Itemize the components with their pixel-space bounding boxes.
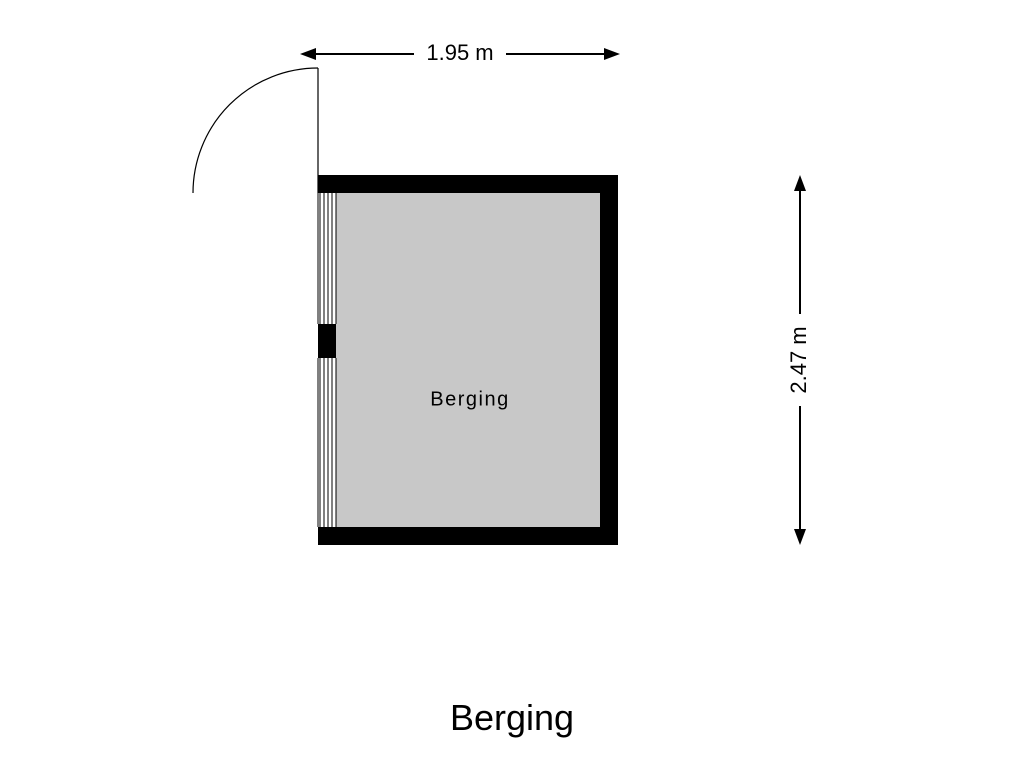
wall-right xyxy=(600,175,618,545)
room-label: Berging xyxy=(430,388,509,410)
door-panel xyxy=(318,193,336,324)
wall-left-segment-0 xyxy=(318,175,336,193)
window-panel xyxy=(318,358,336,527)
floorplan-title: Berging xyxy=(450,697,574,738)
room-floor xyxy=(336,193,600,527)
wall-left-segment-1 xyxy=(318,324,336,358)
dimension-height-label: 2.47 m xyxy=(786,326,811,393)
dimension-width-label: 1.95 m xyxy=(426,40,493,65)
wall-top xyxy=(318,175,618,193)
wall-bottom xyxy=(318,527,618,545)
wall-left-segment-2 xyxy=(318,527,336,545)
